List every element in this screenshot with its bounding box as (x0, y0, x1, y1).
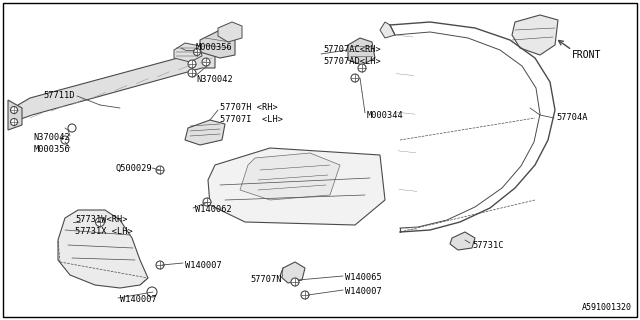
Text: 57704A: 57704A (556, 114, 588, 123)
Polygon shape (380, 22, 395, 38)
Circle shape (351, 74, 359, 82)
Text: Q500029: Q500029 (115, 164, 152, 172)
Text: 57731W<RH>: 57731W<RH> (75, 215, 127, 225)
Polygon shape (450, 232, 475, 250)
Circle shape (68, 124, 76, 132)
Text: 57707AD<LH>: 57707AD<LH> (323, 58, 381, 67)
Polygon shape (8, 100, 22, 130)
Text: FRONT: FRONT (572, 50, 602, 60)
Text: M000356: M000356 (33, 146, 70, 155)
Polygon shape (218, 22, 242, 42)
Text: 57711D: 57711D (44, 91, 75, 100)
Circle shape (203, 198, 211, 206)
Circle shape (301, 291, 309, 299)
Text: W140007: W140007 (345, 287, 381, 297)
Polygon shape (240, 153, 340, 200)
Text: 57707I  <LH>: 57707I <LH> (220, 116, 283, 124)
Text: N370042: N370042 (196, 76, 233, 84)
Circle shape (193, 49, 200, 55)
Circle shape (10, 107, 17, 114)
Polygon shape (58, 210, 148, 288)
Text: 57707AC<RH>: 57707AC<RH> (323, 45, 381, 54)
Text: 57731X <LH>: 57731X <LH> (75, 228, 132, 236)
Polygon shape (348, 38, 375, 65)
Text: 57707N: 57707N (250, 276, 282, 284)
Circle shape (156, 166, 164, 174)
Text: 57731C: 57731C (472, 241, 504, 250)
Circle shape (188, 60, 196, 68)
Circle shape (95, 218, 104, 227)
Polygon shape (18, 52, 215, 120)
Circle shape (10, 118, 17, 125)
Text: A591001320: A591001320 (582, 303, 632, 312)
Circle shape (147, 287, 157, 297)
Circle shape (358, 64, 366, 72)
Text: M000356: M000356 (196, 44, 233, 52)
Polygon shape (512, 15, 558, 55)
Circle shape (156, 261, 164, 269)
Circle shape (61, 136, 69, 144)
Polygon shape (280, 262, 305, 283)
Text: W140007: W140007 (185, 260, 221, 269)
Polygon shape (174, 43, 202, 62)
Text: 57707H <RH>: 57707H <RH> (220, 103, 278, 113)
Text: W140065: W140065 (345, 274, 381, 283)
Text: W140062: W140062 (195, 205, 232, 214)
Circle shape (291, 278, 299, 286)
Circle shape (188, 69, 196, 77)
Circle shape (202, 58, 210, 66)
Text: W140007: W140007 (120, 295, 157, 305)
Polygon shape (208, 148, 385, 225)
Text: N370042: N370042 (33, 133, 70, 142)
Polygon shape (185, 120, 225, 145)
Polygon shape (200, 30, 235, 58)
Text: M000344: M000344 (367, 110, 404, 119)
